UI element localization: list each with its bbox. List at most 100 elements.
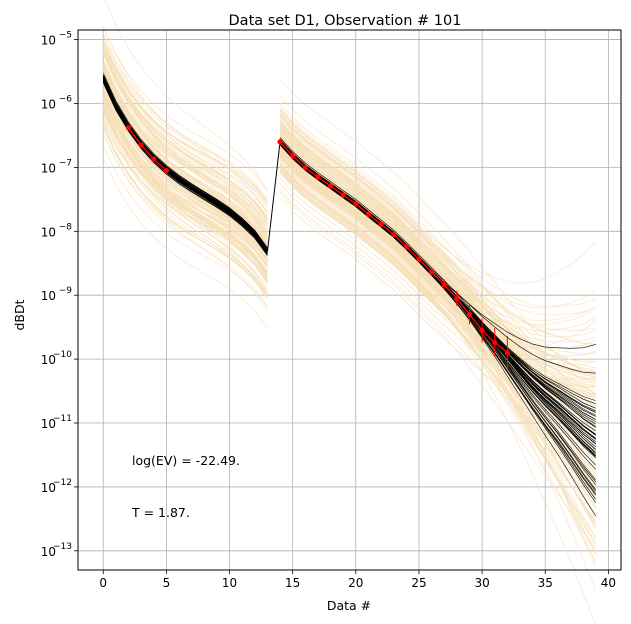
prior-curve	[102, 98, 268, 281]
y-tick-label: 10	[41, 481, 56, 495]
prior-curve	[279, 149, 596, 477]
y-tick-exponent: −6	[59, 94, 73, 104]
prior-curve	[279, 157, 596, 524]
x-tick-label: 40	[601, 576, 616, 590]
x-axis-label: Data #	[327, 598, 371, 613]
posterior-curve	[103, 82, 268, 255]
prior-curve	[102, 113, 268, 296]
prior-curve	[102, 51, 268, 227]
prior-curve	[279, 120, 596, 459]
y-tick-label: 10	[41, 545, 56, 559]
prior-curve	[102, 133, 268, 294]
prior-curve	[102, 48, 268, 224]
prior-curve	[279, 112, 596, 345]
prior-curve	[279, 151, 596, 500]
prior-curve	[102, 127, 268, 297]
y-tick-exponent: −12	[53, 478, 72, 488]
prior-curve	[102, 41, 268, 218]
observed-point	[428, 269, 435, 275]
plot-frame	[77, 29, 622, 571]
prior-curve	[102, 45, 268, 204]
prior-curve	[102, 61, 268, 244]
y-tick-exponent: −9	[59, 286, 73, 296]
prior-curve	[102, 64, 268, 233]
observed-point	[479, 327, 485, 333]
observed-point	[277, 139, 283, 145]
prior-curve	[102, 72, 268, 238]
prior-curve	[102, 112, 268, 295]
prior-curve	[102, 118, 268, 276]
prior-curve	[279, 102, 596, 379]
prior-realizations	[102, 0, 597, 624]
prior-curve	[102, 48, 268, 220]
y-tick-label: 10	[41, 34, 56, 48]
prior-curve	[102, 35, 268, 200]
prior-curve	[102, 39, 268, 222]
annotation-log-evidence: log(EV) = -22.49.	[132, 453, 240, 468]
prior-curve	[102, 84, 268, 268]
prior-curve	[102, 90, 268, 299]
observed-point	[441, 282, 447, 288]
prior-curve	[279, 188, 596, 469]
prior-curve	[279, 191, 596, 549]
prior-curve	[279, 133, 596, 326]
prior-curve	[102, 107, 268, 276]
prior-curve	[279, 168, 596, 381]
observed-point	[138, 142, 144, 148]
y-tick-exponent: −10	[53, 350, 72, 360]
annotation-temperature: T = 1.87.	[131, 505, 190, 520]
prior-curve	[102, 50, 268, 236]
observed-point	[327, 183, 334, 189]
observed-point	[302, 164, 308, 170]
y-tick-label: 10	[41, 289, 56, 303]
y-tick-label: 10	[41, 225, 56, 239]
prior-curve	[279, 128, 596, 371]
prior-curve	[279, 106, 596, 308]
prior-curve	[102, 103, 268, 265]
observed-point	[353, 201, 359, 207]
prior-curve	[102, 27, 268, 192]
prior-curve	[102, 60, 268, 229]
prior-curve	[102, 145, 268, 308]
prior-curve	[102, 110, 268, 289]
prior-curve	[279, 149, 597, 556]
observed-point	[340, 192, 346, 198]
observed-point	[403, 244, 409, 250]
prior-curve	[102, 122, 268, 312]
observed-point	[466, 311, 473, 317]
observed-curve	[127, 127, 167, 172]
observed-point	[454, 295, 460, 302]
observed-point	[378, 221, 384, 227]
x-tick-label: 15	[285, 576, 300, 590]
x-axis: 0 5 10 15 20 25 30 35 40	[99, 570, 616, 590]
prior-curve	[279, 177, 596, 380]
x-tick-label: 30	[474, 576, 489, 590]
x-tick-label: 5	[163, 576, 171, 590]
observed-point	[365, 211, 372, 217]
x-tick-label: 20	[348, 576, 363, 590]
observed-data-points	[125, 125, 510, 356]
prior-curve	[279, 116, 596, 309]
prior-curve	[279, 123, 596, 373]
chart-title: Data set D1, Observation # 101	[229, 13, 462, 29]
y-tick-exponent: −5	[59, 31, 72, 41]
prior-curve	[102, 39, 268, 202]
prior-curve	[279, 131, 596, 396]
x-tick-label: 35	[538, 576, 553, 590]
observed-point	[125, 125, 132, 131]
y-tick-exponent: −8	[59, 222, 73, 232]
posterior-curve	[103, 80, 268, 254]
posterior-connector	[266, 141, 281, 252]
observed-point	[504, 350, 510, 356]
x-tick-label: 10	[222, 576, 237, 590]
y-tick-label: 10	[41, 353, 56, 367]
observed-point	[163, 167, 169, 174]
y-tick-label: 10	[41, 417, 56, 431]
posterior-curve	[279, 144, 596, 445]
y-tick-exponent: −7	[59, 158, 72, 168]
prior-curve	[102, 53, 268, 239]
prior-curve	[102, 26, 268, 213]
y-tick-label: 10	[41, 97, 56, 111]
prior-curve	[102, 65, 268, 243]
